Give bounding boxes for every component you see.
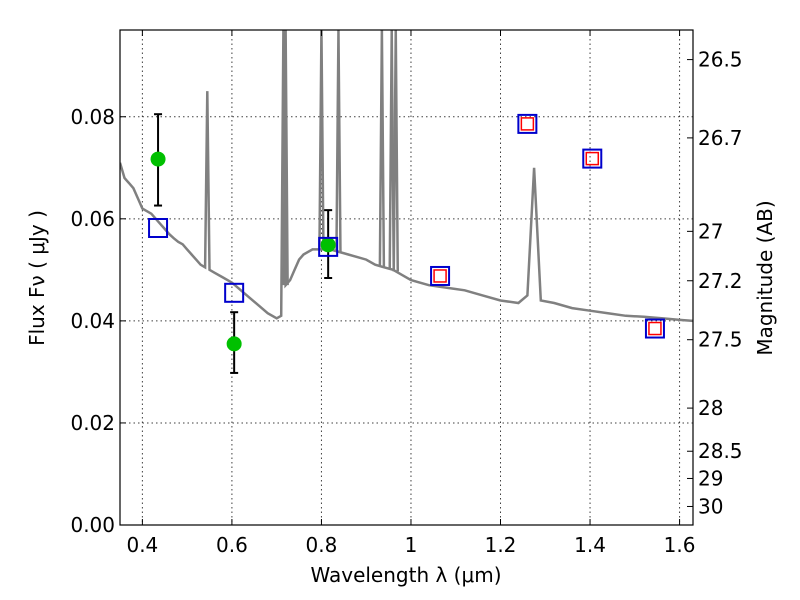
model-photometry-square: [318, 236, 339, 257]
emission-line-spike: [378, 30, 386, 267]
x-axis-label: Wavelength λ (μm): [310, 563, 501, 587]
y-axis-label: Flux Fν ( μJy ): [25, 210, 49, 346]
grid: [120, 30, 693, 525]
model-photometry-square: [644, 318, 665, 339]
y2-tick-label: 26.7: [698, 126, 743, 150]
y-tick-label: 0.00: [70, 513, 115, 537]
model-photometry-square: [582, 148, 603, 169]
upper-limit-square: [433, 269, 447, 283]
x-tick-label: 1.2: [485, 533, 517, 557]
model-photometry-square: [148, 218, 169, 238]
upper-limit-square: [648, 321, 662, 336]
upper-limit-square: [520, 117, 535, 131]
marker-layer: [148, 113, 665, 374]
emission-line-spike: [282, 30, 289, 286]
y2-tick-label: 27.2: [698, 269, 743, 293]
plot-frame: [119, 29, 694, 526]
emission-line-spike: [392, 30, 400, 272]
y-tick-label: 0.02: [70, 411, 115, 435]
x-tick-label: 1.6: [664, 533, 696, 557]
x-tick-label: 1: [405, 533, 418, 557]
x-tick-label: 0.8: [306, 533, 338, 557]
x-tick-label: 1.4: [574, 533, 606, 557]
observed-flux-point: [320, 237, 336, 253]
emission-line-spike: [388, 30, 395, 270]
y-tick-label: 0.04: [70, 309, 115, 333]
x-tick-label: 0.4: [126, 533, 158, 557]
model-sed-layer: [120, 30, 693, 323]
y-tick-label: 0.06: [70, 207, 115, 231]
model-sed-line: [120, 30, 693, 323]
emission-line-spike: [318, 30, 325, 250]
y-tick-label: 0.08: [70, 105, 115, 129]
y2-tick-label: 28.5: [698, 439, 743, 463]
model-photometry-square: [224, 282, 245, 303]
model-photometry-square: [430, 265, 451, 286]
y2-tick-label: 29: [698, 466, 723, 490]
y2-axis-label: Magnitude (AB): [753, 200, 777, 355]
y2-tick-label: 26.5: [698, 48, 743, 72]
y2-tick-label: 27.5: [698, 328, 743, 352]
x-tick-label: 0.6: [216, 533, 248, 557]
y2-tick-label: 28: [698, 396, 723, 420]
emission-line-spike: [335, 30, 342, 252]
model-photometry-square: [517, 113, 538, 134]
y2-tick-label: 30: [698, 494, 723, 518]
observed-flux-point: [150, 151, 166, 167]
upper-limit-square: [585, 151, 600, 166]
y2-tick-label: 27: [698, 219, 723, 243]
observed-flux-point: [226, 336, 242, 352]
tick-layer: 0.4 0.6 0.8 1 1.2 1.4 1.6 0.00 0.02 0.04 0.06 0.08 2…: [70, 30, 743, 557]
